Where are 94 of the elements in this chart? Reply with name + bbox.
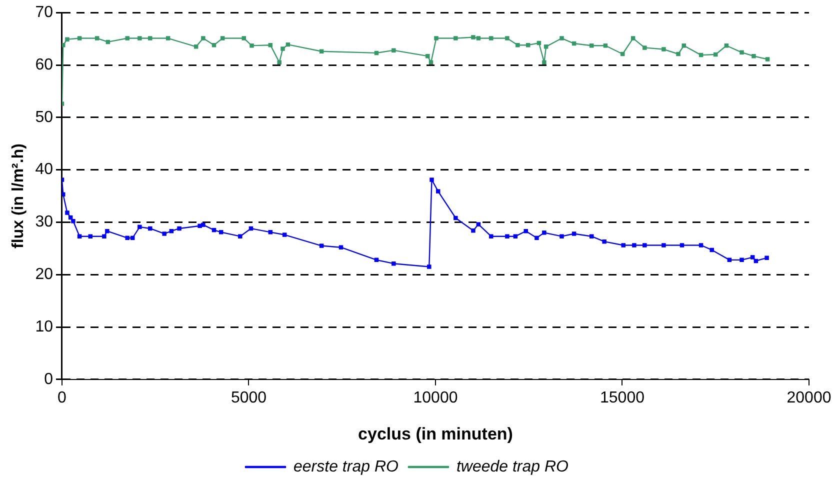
point <box>201 222 206 227</box>
point <box>88 234 93 238</box>
point <box>642 243 647 248</box>
x-tick-label: 15000 <box>600 389 645 406</box>
point <box>740 258 744 262</box>
point <box>62 102 64 106</box>
point <box>542 230 546 235</box>
y-tick-label: 20 <box>35 266 54 284</box>
point <box>65 37 70 42</box>
point <box>392 261 396 266</box>
y-tick-label: 60 <box>35 56 54 74</box>
point <box>544 44 548 49</box>
point <box>77 234 82 238</box>
point <box>148 226 152 231</box>
x-tick-label: 5000 <box>230 389 267 406</box>
point <box>392 48 396 52</box>
point <box>642 46 647 50</box>
y-tick-label: 40 <box>35 161 54 178</box>
point <box>434 36 438 40</box>
point <box>430 178 434 182</box>
point <box>489 234 494 238</box>
point <box>516 42 520 48</box>
point <box>201 36 206 40</box>
point <box>125 236 130 240</box>
point <box>572 232 576 236</box>
point <box>65 210 70 215</box>
point <box>238 234 242 238</box>
point <box>632 243 636 248</box>
point <box>77 36 82 40</box>
point <box>752 54 756 58</box>
point <box>138 224 142 230</box>
point <box>162 232 166 236</box>
point <box>765 57 770 62</box>
point <box>602 239 606 244</box>
point <box>476 222 481 226</box>
point <box>560 36 564 40</box>
point <box>282 232 287 237</box>
point <box>125 36 130 40</box>
point <box>534 236 539 240</box>
point <box>105 228 110 234</box>
y-tick-label: 70 <box>35 4 54 22</box>
point <box>560 234 564 238</box>
point <box>166 36 170 40</box>
point <box>740 50 744 55</box>
point <box>621 243 626 248</box>
legend-label: tweede trap RO <box>456 458 568 476</box>
y-axis-title: flux (in l/m².h) <box>10 144 28 248</box>
y-tick-label: 10 <box>35 318 54 336</box>
x-tick-label: 20000 <box>786 389 832 406</box>
point <box>194 44 198 49</box>
point <box>71 219 76 224</box>
point <box>489 36 494 40</box>
y-tick-label: 50 <box>35 108 54 126</box>
point <box>427 264 432 269</box>
point <box>505 234 510 238</box>
point <box>138 36 142 40</box>
point <box>471 35 476 40</box>
point <box>218 230 224 234</box>
point <box>94 36 100 40</box>
point <box>436 189 440 194</box>
point <box>698 243 704 248</box>
x-tick-label: 0 <box>58 389 67 406</box>
point <box>590 234 594 238</box>
point <box>62 178 64 182</box>
point <box>177 226 182 231</box>
point <box>250 43 254 48</box>
point <box>454 36 458 40</box>
point <box>750 255 755 260</box>
point <box>680 243 684 248</box>
point <box>662 243 666 248</box>
x-tick-label: 10000 <box>413 389 458 406</box>
point <box>426 54 430 58</box>
legend-label: eerste trap RO <box>294 458 398 476</box>
point <box>471 228 476 233</box>
point <box>319 244 324 248</box>
point <box>662 47 666 52</box>
point <box>513 234 518 238</box>
point <box>280 46 285 51</box>
point <box>476 36 481 40</box>
point <box>338 245 344 250</box>
point <box>242 36 246 40</box>
point <box>220 36 225 40</box>
point <box>454 216 458 220</box>
y-tick-label: 0 <box>44 370 54 388</box>
y-tick-label: 30 <box>35 214 54 231</box>
point <box>630 36 636 40</box>
x-axis-title: cyclus (in minuten) <box>358 424 513 444</box>
point <box>764 256 769 260</box>
point <box>505 36 510 40</box>
point <box>268 230 273 234</box>
point <box>102 234 106 238</box>
point <box>542 60 546 64</box>
point <box>148 36 152 40</box>
point <box>676 52 680 56</box>
